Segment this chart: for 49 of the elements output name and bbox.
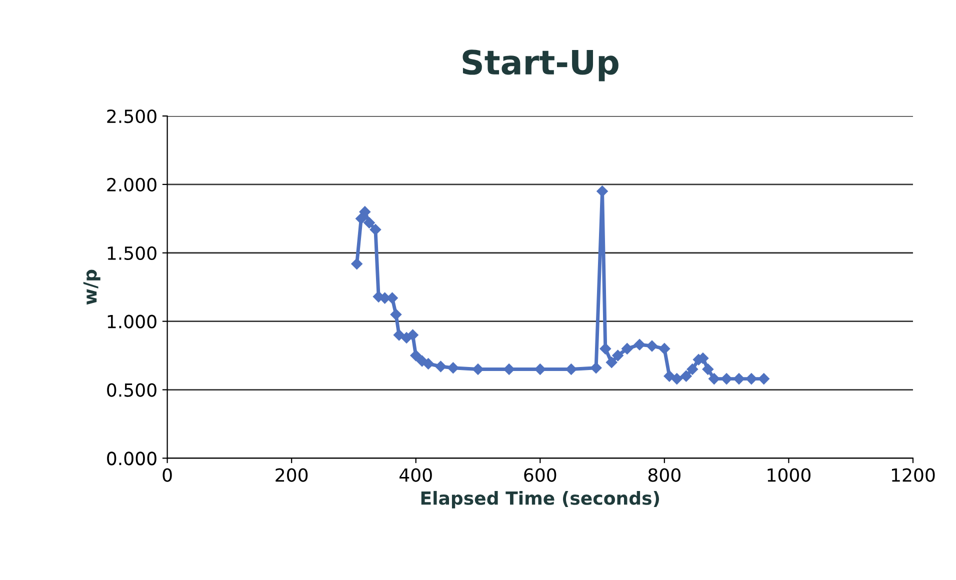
point [407,329,418,341]
point [686,364,698,375]
point [410,350,422,362]
point [733,373,745,384]
point [534,364,546,375]
y-tick-label: 2.000 [107,178,156,192]
point [634,338,646,350]
point [600,343,611,354]
point [708,373,720,384]
point [746,373,758,384]
x-tick-label: 800 [648,468,680,482]
point [664,370,675,382]
x-tick-label: 600 [524,468,556,482]
chart-title: Start-Up [462,50,618,82]
point [370,224,382,236]
point [658,343,670,354]
point [646,340,658,352]
point [606,356,618,368]
point [596,186,608,197]
point [448,362,459,374]
y-axis-title: w/p [83,270,100,305]
point [393,329,405,341]
point [351,258,362,270]
x-tick-label: 200 [276,468,308,482]
point [435,360,446,372]
point [680,370,692,382]
point [702,364,714,375]
point [364,217,375,228]
point [422,358,434,370]
point [359,206,371,218]
y-tick-label: 2.500 [107,109,156,124]
point [390,308,402,320]
point [720,373,732,384]
x-tick-label: 1200 [892,468,935,482]
point [590,362,602,374]
x-axis-title: Elapsed Time (seconds) [421,490,659,508]
point [622,343,633,354]
y-tick-label: 1.500 [108,246,156,260]
x-tick-label: 400 [400,468,432,482]
point [758,373,770,384]
x-tick-label: 0 [162,468,172,482]
point [356,213,367,224]
point [612,350,624,362]
y-tick-label: 1.000 [108,314,156,328]
y-tick-label: 0.000 [107,452,156,466]
y-tick-label: 0.500 [107,383,156,397]
x-tick-label: 1000 [768,468,810,482]
point [566,364,577,375]
point [671,373,682,384]
